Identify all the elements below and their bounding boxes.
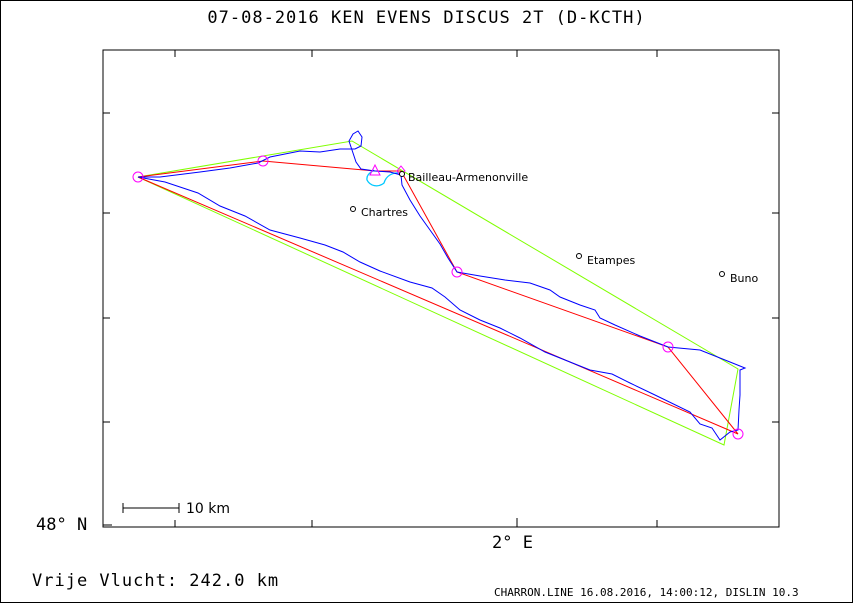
start-triangle-icon [369,163,381,176]
turnpoint-marker [451,266,463,278]
town-label: Buno [730,272,758,285]
longitude-label: 2° E [492,533,533,553]
town-dot-icon [350,206,356,212]
scale-bar: 10 km [122,501,230,517]
town-dot-icon [399,171,405,177]
turnpoint-marker [662,341,674,353]
town-dot-icon [719,271,725,277]
town-label: Chartres [361,206,408,219]
footer-credits: CHARRON.LINE 16.08.2016, 14:00:12, DISLI… [494,586,799,599]
scale-bar-label: 10 km [186,501,230,517]
optimized-route [137,140,739,446]
frame-ticks [103,50,779,527]
task-route [137,160,739,435]
town-dot-icon [576,253,582,259]
turnpoint-marker [132,171,144,183]
map-frame [102,49,780,528]
flight-track [137,130,747,441]
flight-distance: Vrije Vlucht: 242.0 km [32,571,280,591]
town-markers: Bailleau-Armenonville Chartres Etampes B… [350,171,758,285]
turnpoint-marker [732,428,744,440]
turnpoints [132,155,744,440]
tow-track [366,169,402,187]
page-title: 07-08-2016 KEN EVENS DISCUS 2T (D-KCTH) [207,8,646,28]
town-label: Etampes [587,254,635,267]
turnpoint-marker [257,155,269,167]
town-label: Bailleau-Armenonville [408,171,528,184]
latitude-label: 48° N [36,515,88,535]
